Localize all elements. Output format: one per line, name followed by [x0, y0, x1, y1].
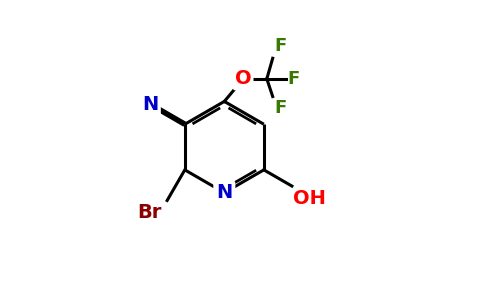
Text: O: O — [235, 69, 252, 88]
Text: F: F — [274, 100, 287, 118]
Text: N: N — [142, 95, 158, 114]
Text: Br: Br — [137, 203, 161, 222]
Text: OH: OH — [293, 189, 326, 208]
Text: N: N — [216, 183, 232, 202]
Text: F: F — [287, 70, 300, 88]
Text: F: F — [274, 37, 287, 55]
